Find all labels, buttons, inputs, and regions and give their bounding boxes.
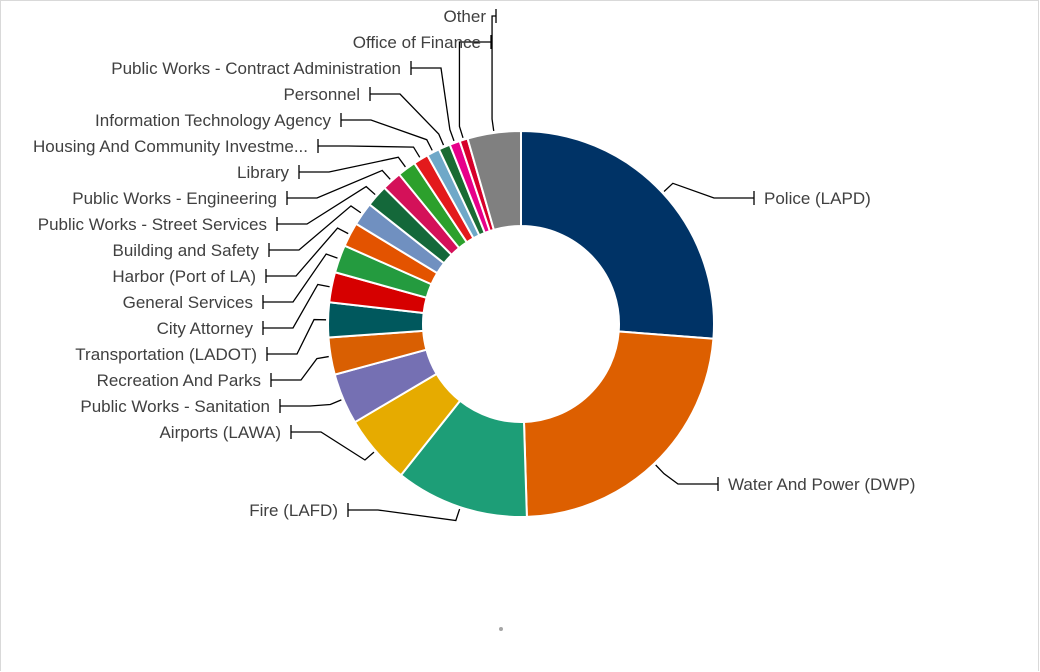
- leader-airports-lawa: [291, 431, 375, 461]
- leader-fire-lafd: [348, 508, 461, 522]
- label-transportation-ladot: Transportation (LADOT): [75, 345, 257, 364]
- label-public-works-engineering: Public Works - Engineering: [72, 189, 277, 208]
- label-library: Library: [237, 163, 289, 182]
- leader-general-services: [263, 253, 338, 303]
- label-airports-lawa: Airports (LAWA): [159, 423, 281, 442]
- label-water-and-power-dwp: Water And Power (DWP): [728, 475, 915, 494]
- leader-city-attorney: [263, 283, 330, 329]
- donut-slices: [327, 129, 715, 518]
- label-personnel: Personnel: [283, 85, 360, 104]
- leader-transportation-ladot: [267, 318, 327, 355]
- leader-personnel: [370, 93, 445, 146]
- label-information-technology-agency: Information Technology Agency: [95, 111, 331, 130]
- leader-water-and-power-dwp: [655, 464, 718, 485]
- label-public-works-sanitation: Public Works - Sanitation: [80, 397, 270, 416]
- label-city-attorney: City Attorney: [157, 319, 254, 338]
- label-housing-and-community-investme: Housing And Community Investme...: [33, 137, 308, 156]
- label-fire-lafd: Fire (LAFD): [249, 501, 338, 520]
- label-general-services: General Services: [123, 293, 253, 312]
- leader-other: [491, 15, 496, 132]
- leader-recreation-and-parks: [271, 355, 329, 381]
- label-other: Other: [443, 7, 486, 26]
- leader-harbor-port-of-la: [266, 227, 349, 277]
- leader-office-of-finance: [458, 41, 491, 139]
- leader-police-lapd: [663, 182, 754, 199]
- slice-labels: Police (LAPD) Water And Power (DWP) Fire (…: [33, 7, 915, 520]
- leader-library: [299, 156, 406, 173]
- leader-information-technology-agency: [341, 119, 433, 151]
- leader-public-works-street-services: [277, 185, 376, 225]
- slice-water-and-power-dwp[interactable]: [522, 330, 715, 518]
- leader-housing-and-community-investme: [318, 145, 421, 158]
- leader-lines: [262, 9, 755, 522]
- leader-public-works-sanitation: [280, 399, 342, 407]
- leader-public-works-contract-administration: [411, 67, 455, 142]
- leader-building-and-safety: [269, 205, 362, 251]
- leader-public-works-engineering: [287, 169, 391, 199]
- label-office-of-finance: Office of Finance: [353, 33, 481, 52]
- label-recreation-and-parks: Recreation And Parks: [97, 371, 261, 390]
- label-public-works-street-services: Public Works - Street Services: [38, 215, 267, 234]
- slice-other[interactable]: [466, 129, 522, 232]
- slice-police-lapd[interactable]: [520, 129, 715, 340]
- label-public-works-contract-administration: Public Works - Contract Administration: [111, 59, 401, 78]
- label-building-and-safety: Building and Safety: [113, 241, 260, 260]
- pager-dot[interactable]: [499, 627, 503, 631]
- label-harbor-port-of-la: Harbor (Port of LA): [112, 267, 256, 286]
- label-police-lapd: Police (LAPD): [764, 189, 871, 208]
